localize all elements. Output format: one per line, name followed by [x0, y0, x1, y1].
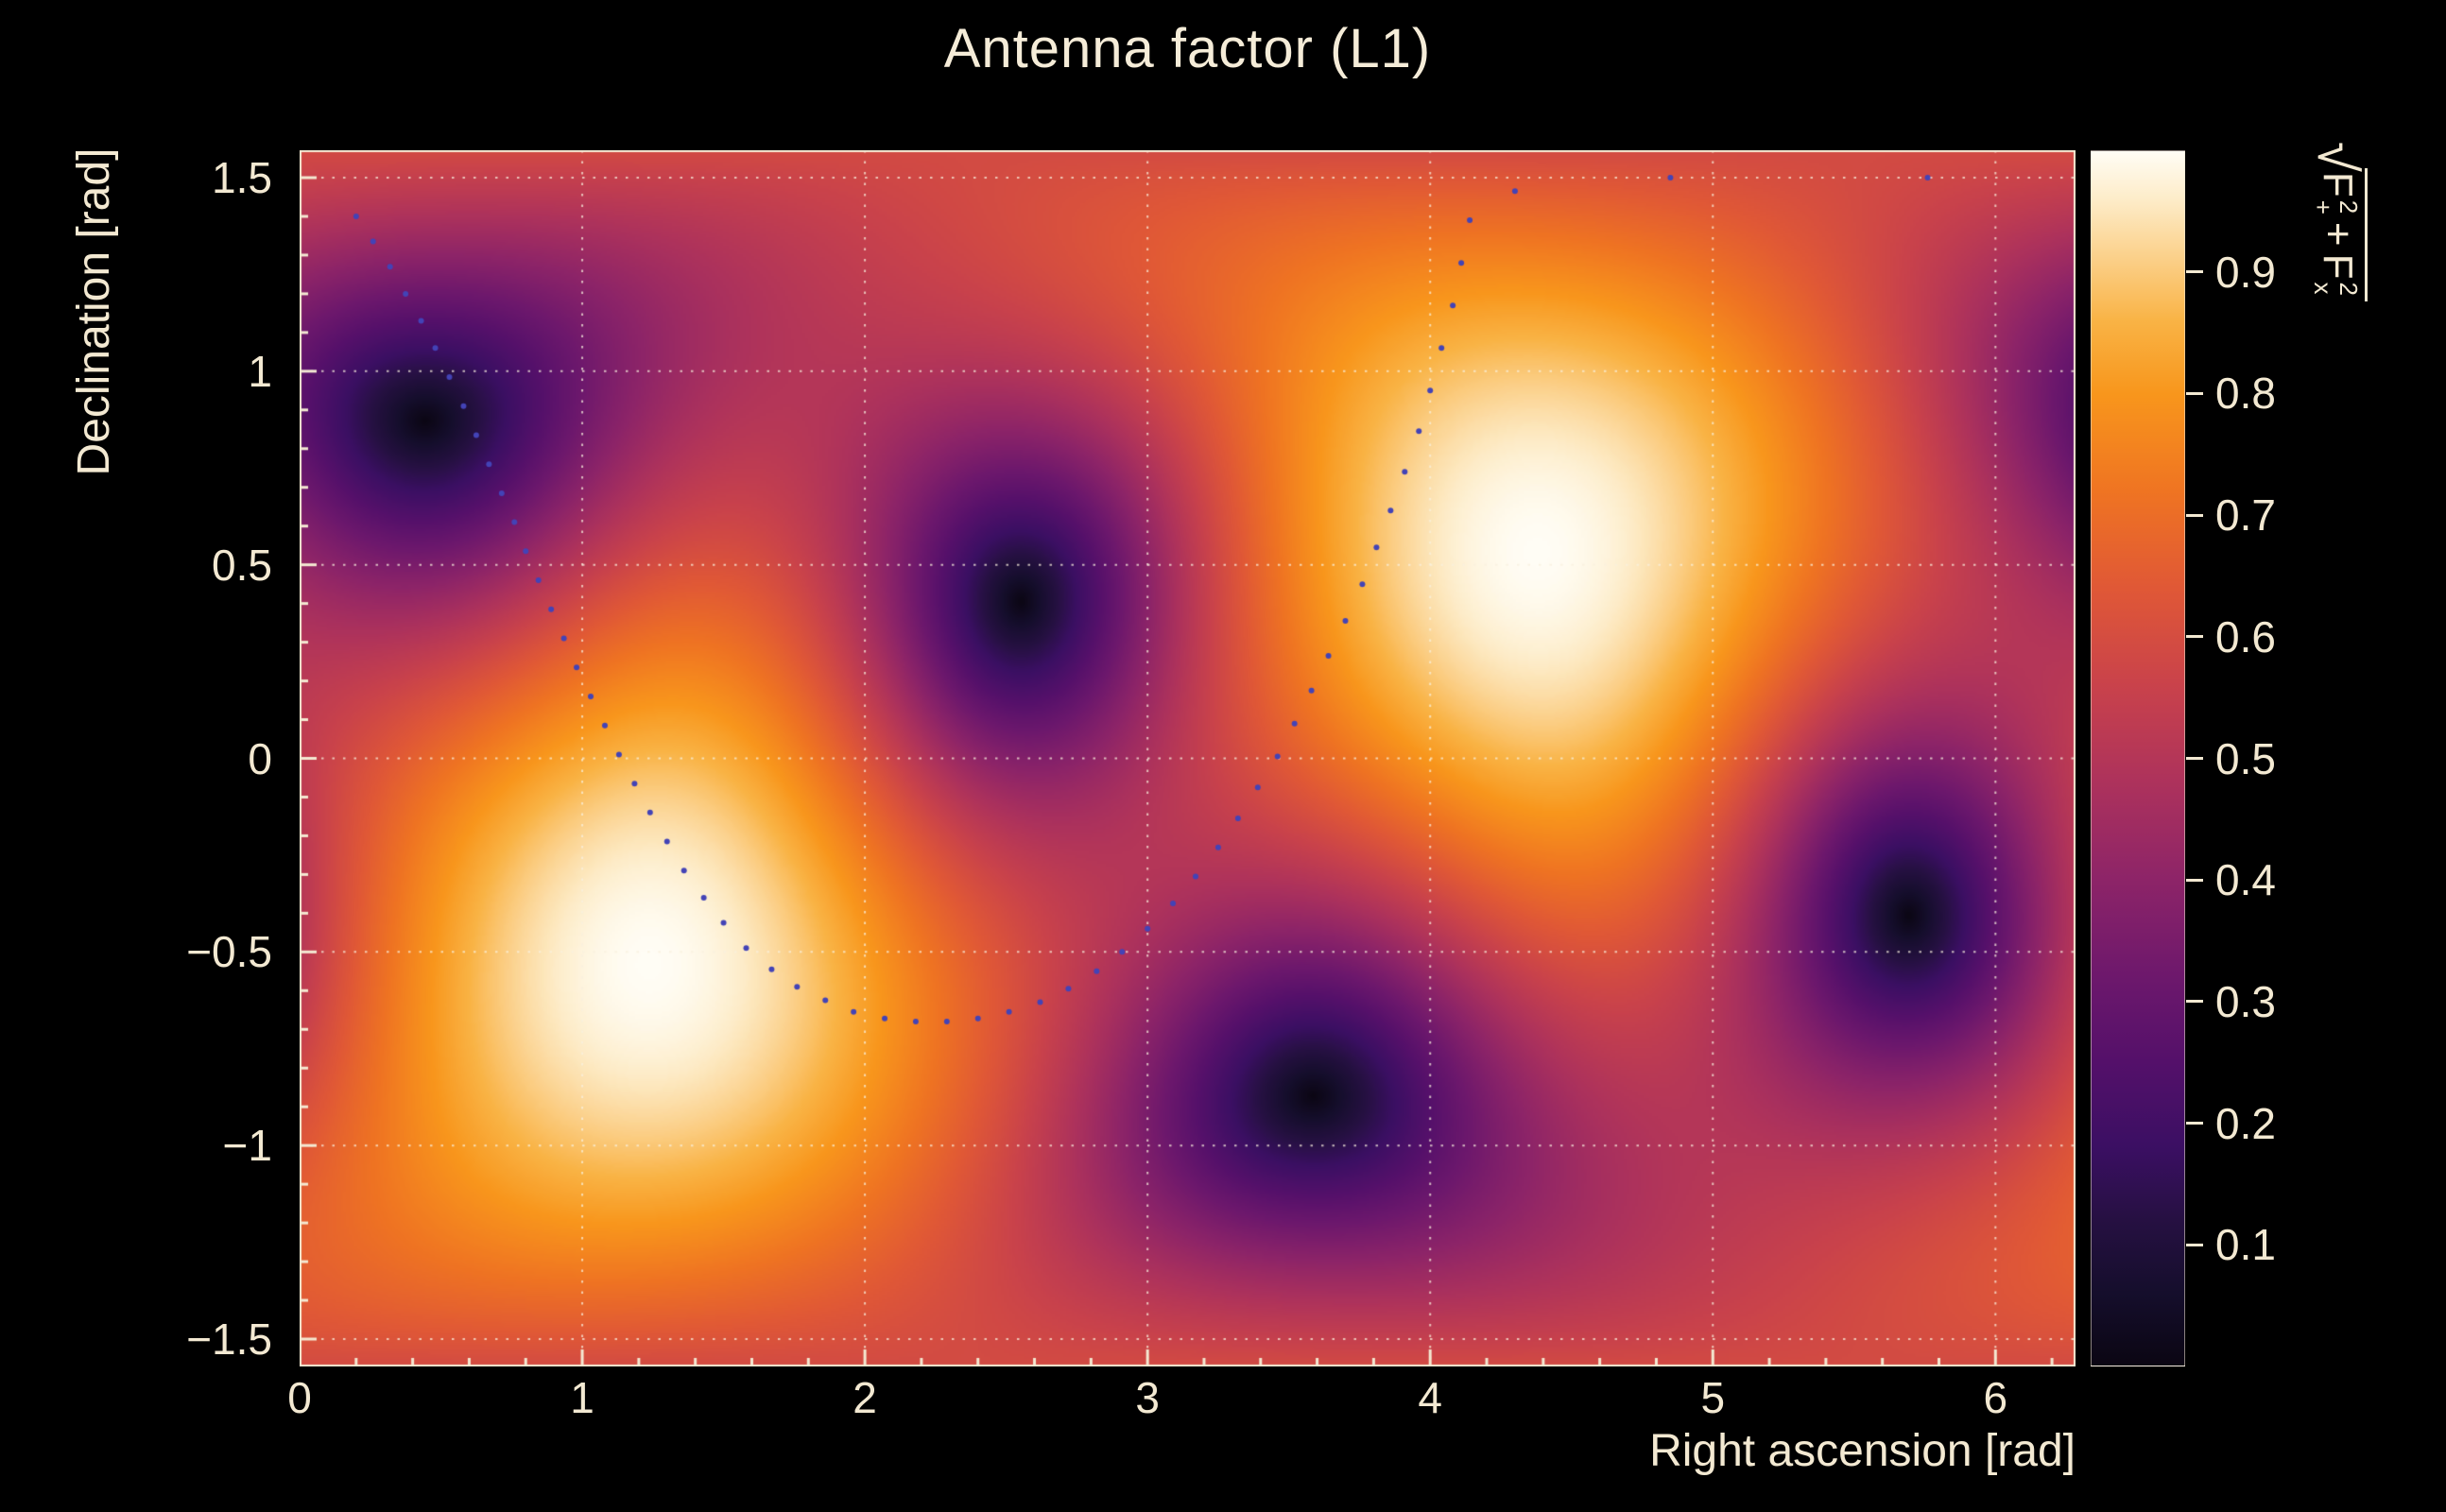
y-tick-label: 0	[248, 733, 272, 783]
x-tick-label: 6	[1983, 1373, 2008, 1422]
f-cross-sub: x	[2308, 282, 2337, 295]
colorbar-tick	[2186, 391, 2203, 395]
y-tick-label: −0.5	[186, 927, 272, 977]
x-tick-label: 3	[1135, 1373, 1160, 1422]
y-tick-label: 1	[248, 346, 272, 396]
colorbar-tick	[2186, 878, 2203, 882]
colorbar-tick-label: 0.1	[2215, 1220, 2276, 1270]
colorbar-tick-label: 0.7	[2215, 490, 2276, 541]
colorbar-tick	[2186, 270, 2203, 274]
colorbar	[2091, 150, 2185, 1366]
colorbar-tick	[2186, 635, 2203, 639]
plot-overlay-canvas	[300, 150, 2076, 1366]
colorbar-tick-label: 0.3	[2215, 976, 2276, 1026]
colorbar-tick-label: 0.9	[2215, 247, 2276, 297]
colorbar-tick	[2186, 757, 2203, 760]
f-plus-base: F	[2315, 171, 2361, 198]
x-tick-label: 2	[853, 1373, 877, 1422]
y-tick-label: −1.5	[186, 1314, 272, 1364]
y-axis-title: Declination [rad]	[69, 147, 119, 476]
f-cross-base: F	[2315, 253, 2361, 280]
colorbar-tick-label: 0.2	[2215, 1098, 2276, 1148]
x-tick-label: 5	[1700, 1373, 1726, 1422]
f-plus-scripts: 2 +	[2308, 199, 2363, 215]
colorbar-tick	[2186, 1243, 2203, 1246]
colorbar-tick-label: 0.4	[2215, 855, 2276, 905]
plot-title: Antenna factor (L1)	[943, 18, 1432, 79]
y-tick-label: 1.5	[212, 153, 272, 202]
y-tick-label: 0.5	[212, 540, 272, 590]
colorbar-tick-label: 0.8	[2215, 369, 2276, 419]
x-axis-title: Right ascension [rad]	[1649, 1426, 2076, 1476]
colorbar-tick	[2186, 513, 2203, 517]
x-tick-label: 4	[1418, 1373, 1442, 1422]
f-cross-sup: 2	[2334, 282, 2363, 296]
plus-operator: +	[2315, 221, 2361, 247]
radicand: F 2 + +F 2 x	[2309, 167, 2368, 301]
colorbar-tick-label: 0.6	[2215, 611, 2276, 662]
x-tick-label: 0	[287, 1373, 312, 1422]
f-plus-sub: +	[2308, 199, 2337, 215]
colorbar-tick-label: 0.5	[2215, 733, 2276, 783]
y-tick-label: −1	[222, 1121, 272, 1171]
colorbar-title: √F 2 + +F 2 x	[2305, 142, 2368, 301]
colorbar-tick	[2186, 1122, 2203, 1125]
x-tick-label: 1	[570, 1373, 594, 1422]
colorbar-tick	[2186, 1000, 2203, 1004]
f-plus-sup: 2	[2334, 199, 2363, 215]
